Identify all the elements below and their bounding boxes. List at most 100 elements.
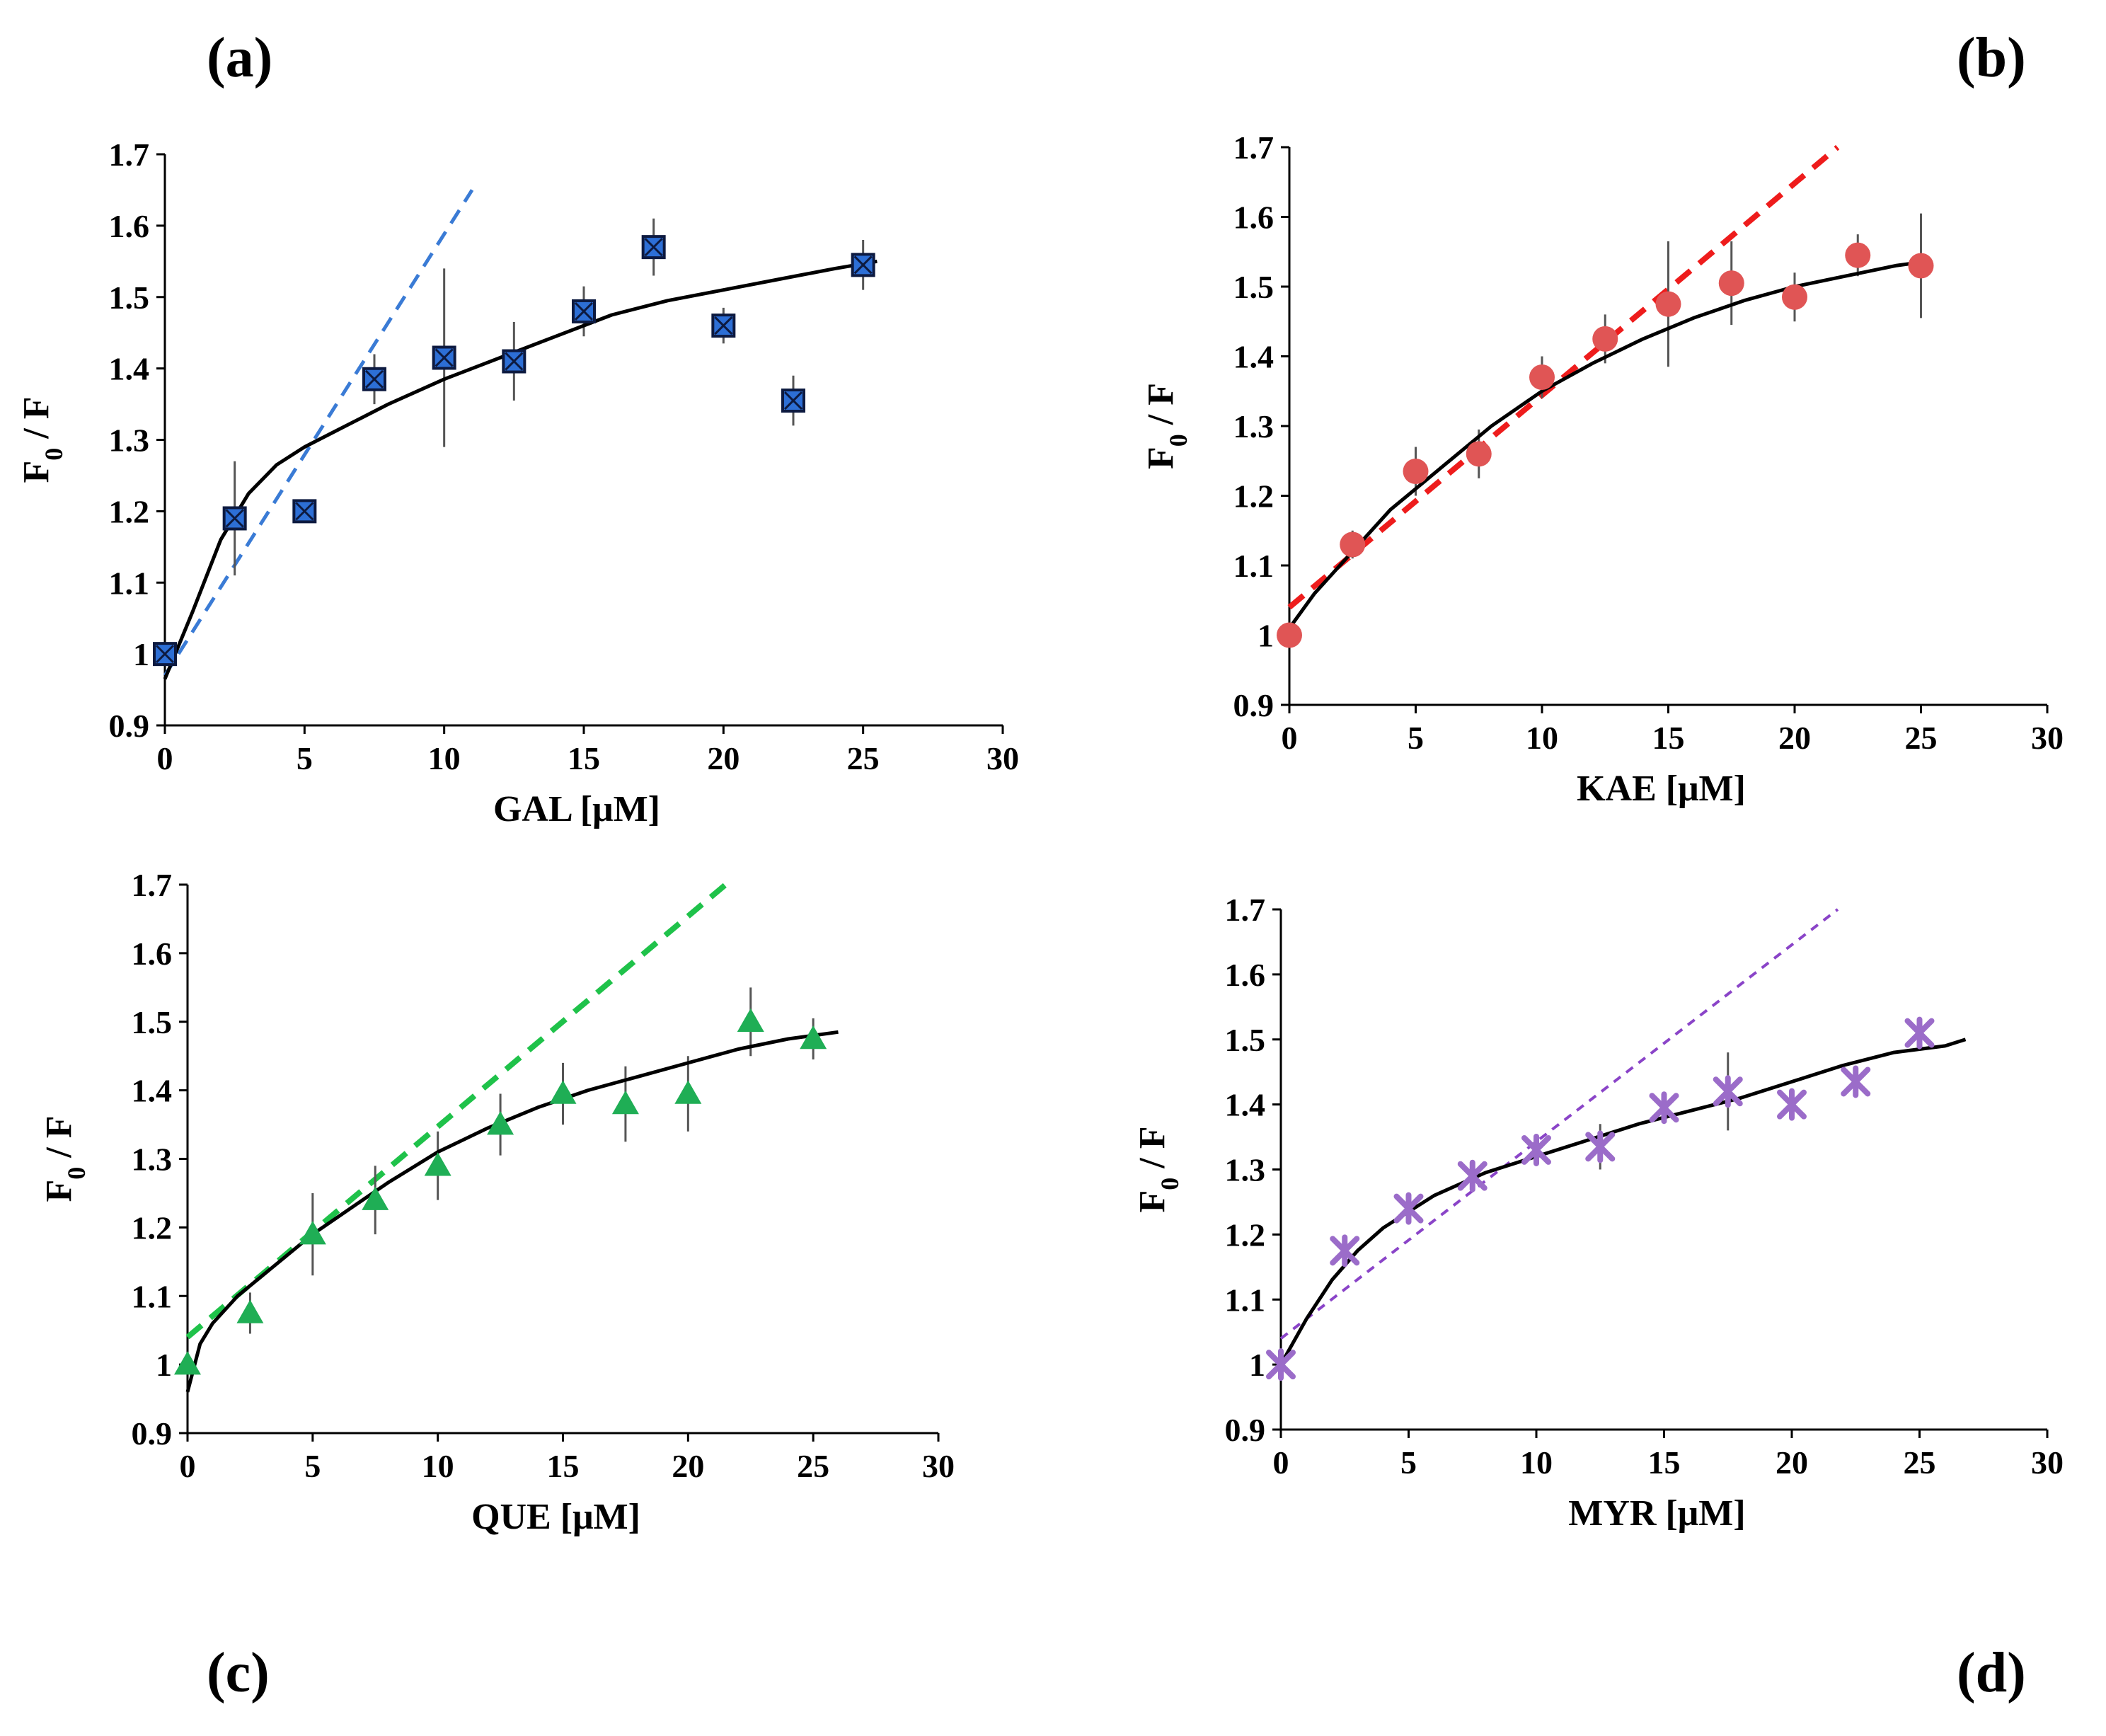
x-tick-label: 15	[1652, 720, 1685, 756]
x-tick-label: 30	[2031, 1444, 2064, 1481]
y-tick-label: 1.6	[1225, 957, 1266, 993]
data-point	[174, 1351, 201, 1375]
y-tick-label: 1.5	[1225, 1022, 1266, 1058]
x-tick-label: 10	[422, 1448, 454, 1484]
data-point-cross	[714, 316, 733, 335]
x-tick-label: 0	[180, 1448, 196, 1484]
y-tick-label: 1.4	[1225, 1087, 1266, 1123]
y-tick-label: 0.9	[132, 1415, 173, 1452]
y-tick-label: 1	[156, 1347, 172, 1383]
data-point	[1330, 1234, 1360, 1267]
x-tick-label: 30	[2031, 720, 2064, 756]
chart-que: 0.9 1 1.1 1.2 1.3 1.4 1.5 1.6 1.7 0 5 10 15 20 25 30 QUE…	[39, 867, 955, 1537]
linear-fit-line	[163, 189, 474, 677]
data-point	[362, 1186, 389, 1210]
x-tick-label: 10	[1526, 720, 1558, 756]
data-point-cross	[783, 391, 803, 410]
fit-curve	[185, 1030, 839, 1393]
data-point-cross	[364, 369, 384, 389]
data-point-cross	[225, 509, 244, 528]
linear-fit-line	[1279, 908, 1839, 1340]
y-axis-label: F0 / F	[16, 397, 68, 483]
x-tick-label: 0	[1282, 720, 1298, 756]
x-tick-label: 0	[1273, 1444, 1289, 1481]
x-tick-label: 20	[1776, 1444, 1808, 1481]
y-tick-label: 1.3	[109, 422, 150, 459]
y-axis-label: F0 / F	[39, 1116, 91, 1202]
x-tick-label: 10	[428, 740, 461, 776]
data-point	[1713, 1075, 1743, 1108]
panel-label-b: (b)	[1957, 27, 2026, 89]
data-point	[1592, 326, 1618, 352]
chart-myr: 0.9 1 1.1 1.2 1.3 1.4 1.5 1.6 1.7 0 5 10 15 20 25 30 MYR…	[1132, 892, 2064, 1534]
x-axis-label: QUE [μM]	[471, 1497, 640, 1537]
data-point	[737, 1008, 764, 1032]
y-tick-label: 1.7	[132, 867, 173, 903]
x-tick-label: 20	[672, 1448, 704, 1484]
panel-label-c: (c)	[207, 1642, 270, 1704]
data-point	[1521, 1133, 1551, 1166]
x-axis-label: KAE [μM]	[1577, 769, 1746, 809]
x-tick-label: 25	[847, 740, 880, 776]
y-tick-label: 0.9	[1225, 1412, 1266, 1448]
x-tick-label: 0	[157, 740, 173, 776]
y-tick-label: 1.4	[1233, 339, 1274, 375]
data-point	[424, 1152, 451, 1176]
data-point	[1841, 1065, 1871, 1098]
x-tick-label: 20	[707, 740, 740, 776]
y-tick-label: 1.4	[132, 1073, 173, 1109]
y-tick-label: 1.7	[1233, 130, 1274, 166]
data-point	[1457, 1159, 1488, 1192]
y-tick-label: 1.2	[1233, 478, 1274, 515]
panel-label-d: (d)	[1957, 1642, 2026, 1704]
x-tick-label: 15	[1648, 1444, 1681, 1481]
y-tick-label: 1	[133, 636, 149, 672]
x-tick-label: 15	[547, 1448, 580, 1484]
y-tick-label: 1.1	[132, 1278, 173, 1314]
y-axis-label: F0 / F	[1141, 383, 1192, 469]
y-tick-label: 1.1	[109, 565, 150, 601]
x-tick-label: 25	[1904, 1444, 1936, 1481]
y-axis-label: F0 / F	[1132, 1127, 1184, 1213]
x-tick-label: 20	[1778, 720, 1811, 756]
y-tick-label: 1.7	[109, 137, 150, 173]
data-point	[674, 1080, 702, 1104]
y-tick-label: 0.9	[1233, 687, 1274, 723]
y-tick-label: 1.3	[1233, 408, 1274, 444]
y-tick-label: 1.5	[1233, 269, 1274, 305]
data-point	[1908, 253, 1934, 279]
x-tick-label: 5	[1400, 1444, 1417, 1481]
y-tick-label: 1.6	[132, 936, 173, 972]
data-point	[1782, 284, 1807, 310]
y-tick-label: 1.2	[1225, 1217, 1266, 1253]
x-tick-label: 5	[297, 740, 313, 776]
data-point	[487, 1111, 514, 1135]
data-point	[1904, 1016, 1935, 1050]
y-tick-label: 1.2	[132, 1209, 173, 1246]
x-tick-label: 5	[1408, 720, 1424, 756]
x-tick-label: 10	[1520, 1444, 1553, 1481]
data-point	[1845, 242, 1871, 268]
x-tick-label: 25	[1905, 720, 1938, 756]
y-tick-label: 1.6	[1233, 200, 1274, 236]
x-tick-label: 30	[986, 740, 1019, 776]
y-tick-label: 1	[1258, 618, 1274, 654]
data-point	[1403, 459, 1429, 485]
y-tick-label: 1.2	[109, 493, 150, 529]
data-point	[1718, 270, 1744, 297]
x-tick-label: 25	[797, 1448, 829, 1484]
data-point	[549, 1080, 577, 1104]
x-axis-label: MYR [μM]	[1568, 1493, 1745, 1534]
data-point	[236, 1299, 264, 1323]
data-point	[1393, 1192, 1424, 1225]
data-point	[1529, 364, 1555, 391]
data-point-cross	[574, 301, 594, 321]
data-point	[1340, 531, 1366, 558]
data-point	[1585, 1130, 1616, 1163]
data-point-cross	[155, 645, 175, 664]
y-tick-label: 1.6	[109, 208, 150, 244]
chart-gal: 0.9 1 1.1 1.2 1.3 1.4 1.5 1.6 1.7 0 5 10 15 20 25 30 GAL…	[16, 137, 1019, 829]
data-point	[299, 1221, 326, 1245]
data-point	[800, 1025, 827, 1050]
